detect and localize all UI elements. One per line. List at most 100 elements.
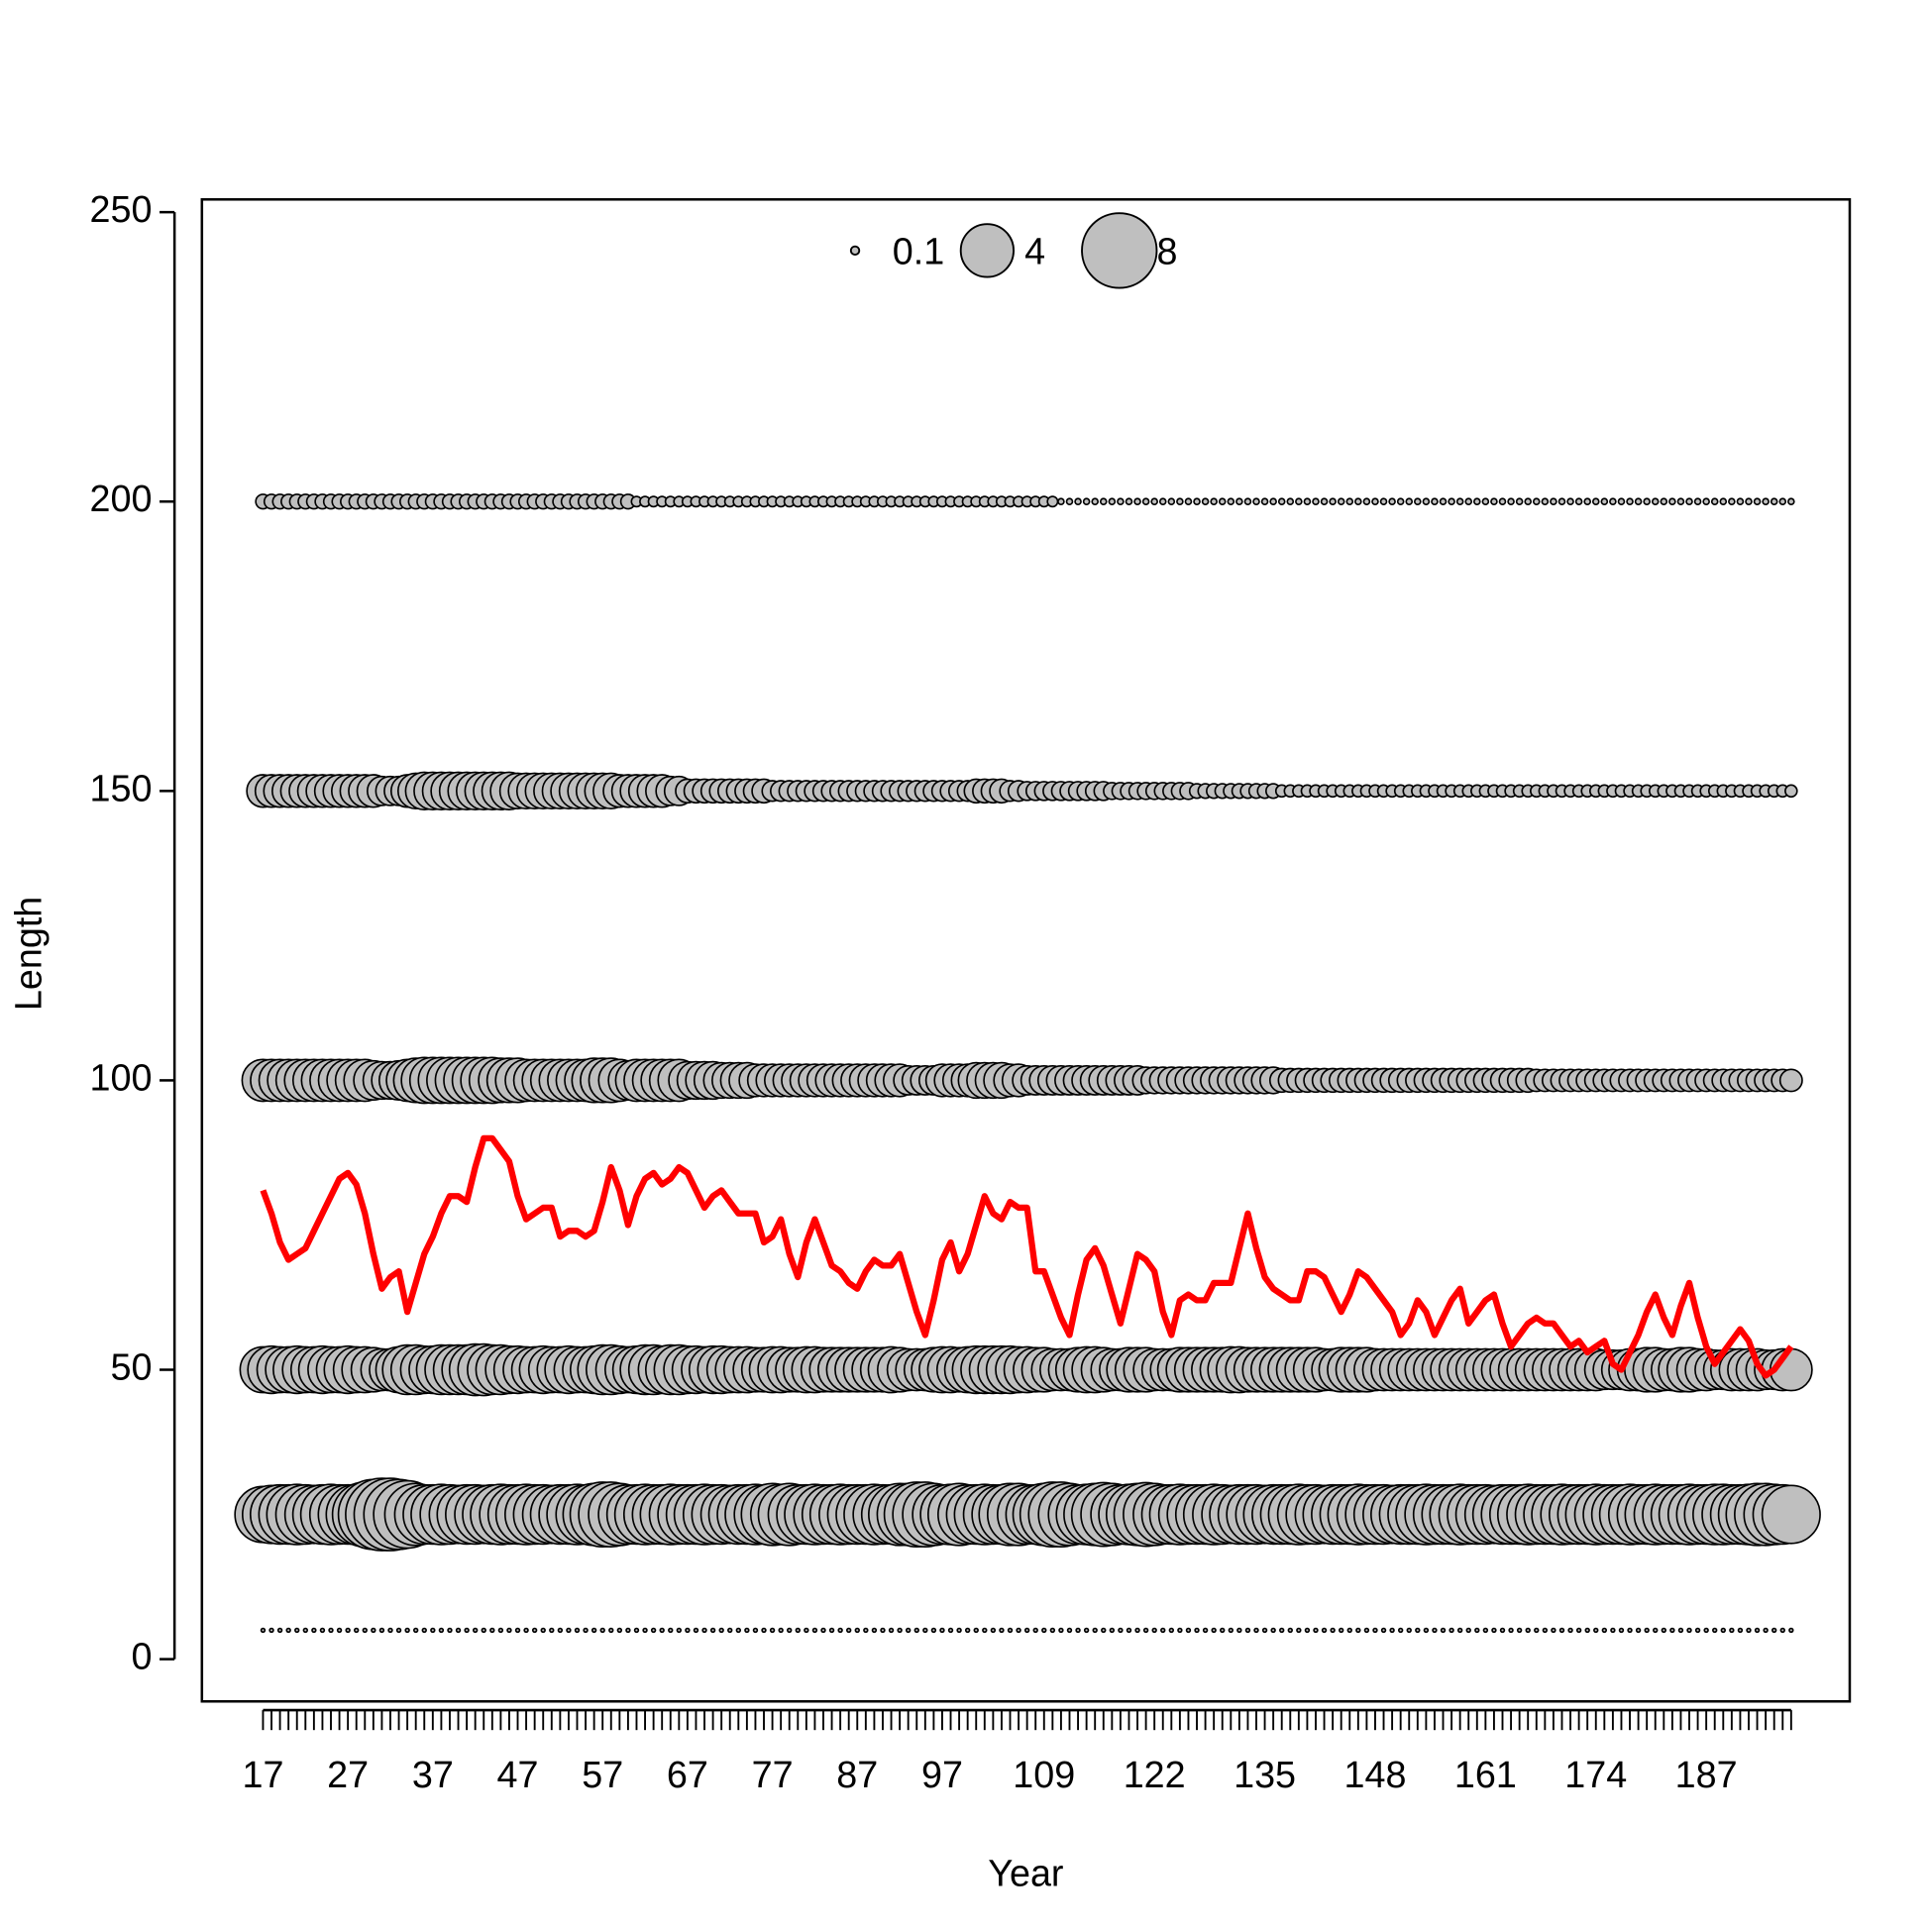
bubble bbox=[1583, 497, 1591, 506]
bubble bbox=[633, 1627, 640, 1634]
bubble bbox=[1634, 497, 1643, 506]
bubble bbox=[302, 1627, 308, 1634]
bubble bbox=[820, 1627, 826, 1634]
bubble bbox=[1525, 1627, 1531, 1634]
bubble bbox=[1719, 497, 1728, 506]
bubble bbox=[1270, 1627, 1276, 1634]
bubble bbox=[1693, 497, 1702, 506]
bubble bbox=[1313, 1627, 1319, 1634]
bubble bbox=[676, 1627, 683, 1634]
bubble bbox=[1626, 497, 1634, 506]
bubble bbox=[1082, 497, 1091, 506]
bubble bbox=[1762, 497, 1770, 506]
bubble bbox=[1575, 1627, 1582, 1634]
bubble bbox=[828, 1627, 835, 1634]
bubble bbox=[1779, 1627, 1785, 1634]
bubble bbox=[1532, 497, 1541, 506]
bubble bbox=[1235, 497, 1243, 506]
bubble bbox=[1201, 497, 1210, 506]
bubble bbox=[1295, 497, 1303, 506]
bubble bbox=[1694, 1627, 1701, 1634]
bubble bbox=[1057, 497, 1065, 506]
bubble bbox=[1142, 1627, 1149, 1634]
bubble bbox=[1703, 1627, 1709, 1634]
bubble bbox=[1091, 497, 1099, 506]
bubble bbox=[1304, 1627, 1311, 1634]
bubble bbox=[1406, 1627, 1412, 1634]
x-tick-label: 47 bbox=[497, 1754, 539, 1795]
x-tick-label: 174 bbox=[1564, 1754, 1627, 1795]
bubble bbox=[514, 1627, 521, 1634]
x-axis-label: Year bbox=[988, 1852, 1063, 1893]
bubble bbox=[752, 1627, 759, 1634]
bubble bbox=[1524, 497, 1533, 506]
bubble bbox=[1109, 1627, 1116, 1634]
bubble bbox=[1542, 1627, 1549, 1634]
bubble bbox=[1651, 497, 1660, 506]
bubble bbox=[1702, 497, 1710, 506]
bubble bbox=[939, 1627, 945, 1634]
x-tick-label: 109 bbox=[1013, 1754, 1075, 1795]
bubble bbox=[922, 1627, 928, 1634]
bubble bbox=[1567, 1627, 1573, 1634]
bubble bbox=[1745, 497, 1753, 506]
bubble bbox=[354, 1627, 360, 1634]
bubble bbox=[1618, 1627, 1625, 1634]
bubble bbox=[1627, 1627, 1633, 1634]
bubble bbox=[1668, 497, 1676, 506]
bubble bbox=[1610, 1627, 1616, 1634]
bubble bbox=[481, 1627, 486, 1634]
y-tick-label: 50 bbox=[110, 1345, 152, 1387]
bubble bbox=[1346, 1627, 1352, 1634]
bubble bbox=[1354, 497, 1362, 506]
bubble bbox=[1099, 497, 1108, 506]
bubble bbox=[1617, 497, 1626, 506]
bubble bbox=[727, 1627, 733, 1634]
bubble bbox=[1388, 497, 1396, 506]
bubble bbox=[880, 1627, 886, 1634]
bubble bbox=[1787, 497, 1795, 506]
bubble bbox=[345, 1627, 351, 1634]
bubble bbox=[1329, 497, 1337, 506]
bubble bbox=[1117, 497, 1125, 506]
bubble bbox=[1168, 1627, 1175, 1634]
bubble bbox=[854, 1627, 860, 1634]
bubble bbox=[1075, 1627, 1081, 1634]
bubble bbox=[489, 1627, 495, 1634]
bubble bbox=[1202, 1627, 1209, 1634]
bubble bbox=[1591, 497, 1600, 506]
bubble bbox=[1763, 1627, 1769, 1634]
bubble bbox=[1194, 1627, 1200, 1634]
bubble bbox=[1499, 1627, 1506, 1634]
bubble bbox=[1482, 1627, 1489, 1634]
bubble bbox=[1491, 1627, 1497, 1634]
bubble bbox=[336, 1627, 343, 1634]
bubble bbox=[1074, 497, 1082, 506]
bubble bbox=[616, 1627, 623, 1634]
bubble bbox=[1101, 1627, 1107, 1634]
bubble bbox=[1092, 1627, 1098, 1634]
legend-bubble bbox=[1081, 212, 1158, 289]
bubble bbox=[1125, 497, 1133, 506]
bubble bbox=[378, 1627, 385, 1634]
bubble bbox=[1220, 1627, 1226, 1634]
bubble bbox=[319, 1627, 326, 1634]
y-tick-label: 250 bbox=[90, 188, 153, 230]
bubble bbox=[1710, 497, 1719, 506]
bubble bbox=[387, 1627, 393, 1634]
bubble bbox=[1558, 1627, 1565, 1634]
bubble bbox=[1243, 497, 1252, 506]
bubble bbox=[1584, 1627, 1590, 1634]
bubble bbox=[1363, 1627, 1370, 1634]
bubble bbox=[1455, 497, 1464, 506]
bubble bbox=[1151, 1627, 1157, 1634]
bubble bbox=[973, 1627, 979, 1634]
bubble bbox=[1465, 1627, 1471, 1634]
bubble bbox=[1046, 495, 1059, 508]
bubble bbox=[1312, 497, 1320, 506]
bubble bbox=[709, 1627, 716, 1634]
bubble bbox=[999, 1627, 1005, 1634]
bubble bbox=[362, 1627, 368, 1634]
bubble bbox=[1185, 1627, 1192, 1634]
